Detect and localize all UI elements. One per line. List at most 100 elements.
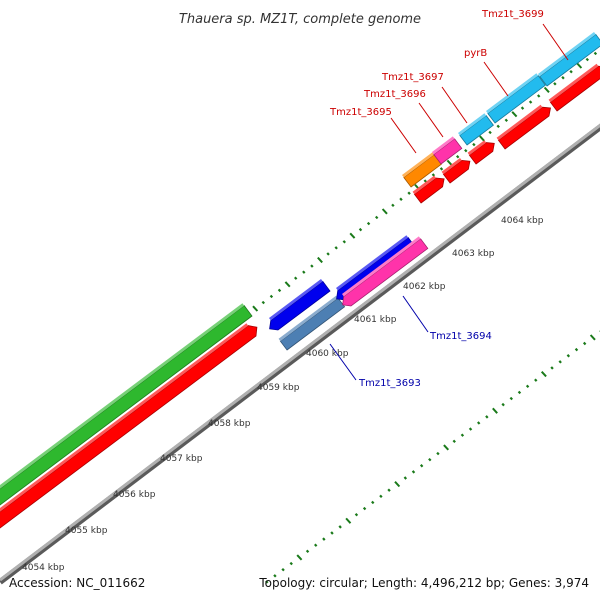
tick-mark — [342, 240, 346, 244]
gene-label-leader — [542, 23, 569, 61]
scale-tick-label: 4061 kbp — [354, 315, 397, 325]
tick-mark — [423, 179, 427, 183]
tick-mark — [561, 76, 565, 80]
tick-mark — [375, 215, 379, 220]
cds-magenta-lower-highlight — [342, 236, 421, 297]
scale-tick-label: 4059 kbp — [257, 383, 300, 393]
tick-mark — [322, 537, 326, 541]
tick-mark — [569, 69, 573, 74]
tick-mark — [485, 415, 489, 419]
tick-mark — [381, 208, 388, 215]
tick-mark — [460, 433, 465, 437]
tick-mark — [265, 580, 269, 584]
tick-mark — [436, 451, 440, 456]
backbone-line — [0, 123, 600, 582]
gene-label-leader — [329, 343, 357, 381]
tick-mark — [277, 288, 282, 293]
tick-mark — [520, 106, 525, 110]
tick-mark — [439, 167, 444, 171]
tick-mark — [338, 525, 342, 529]
tick-mark — [472, 142, 476, 147]
tick-mark — [504, 118, 508, 122]
cds-red-4-body — [497, 106, 551, 150]
scale-tick-label: 4055 kbp — [65, 526, 108, 536]
cds-magenta-lower-body — [342, 238, 429, 307]
tick-mark — [411, 470, 416, 474]
cds-track-red-body — [0, 325, 258, 529]
cds-red-3 — [467, 140, 495, 165]
cds-red-1 — [412, 175, 445, 204]
cds-cyan-1-highlight — [458, 113, 487, 136]
tick-mark — [296, 554, 303, 561]
tick-mark — [443, 444, 450, 451]
tick-mark — [589, 334, 596, 341]
cds-red-5-body — [549, 65, 600, 112]
gene-label: Tmz1t_3695 — [329, 107, 392, 118]
tick-mark — [289, 561, 293, 566]
cds-cyan-3-highlight — [538, 32, 596, 77]
cds-red-1-body — [413, 177, 445, 204]
tick-mark — [525, 384, 530, 389]
tick-mark — [566, 354, 571, 358]
scale-tick-label: 4054 kbp — [22, 563, 65, 573]
cds-red-2-body — [442, 159, 471, 184]
tick-mark — [391, 203, 395, 208]
scale-tick-label: 4057 kbp — [160, 454, 203, 464]
gene-label: Tmz1t_3693 — [358, 378, 421, 389]
cds-cyan-2-highlight — [486, 73, 539, 114]
tick-mark — [492, 407, 498, 414]
tick-mark — [305, 549, 310, 554]
cds-magenta-highlight — [432, 136, 455, 155]
cds-red-2-highlight — [441, 158, 462, 175]
gene-label: Tmz1t_3699 — [481, 9, 544, 20]
tick-mark — [354, 512, 359, 517]
gene-label-leader — [390, 117, 417, 154]
tick-mark — [362, 506, 367, 511]
tick-mark — [464, 148, 468, 153]
tick-mark — [576, 62, 583, 69]
tick-mark — [558, 360, 562, 364]
cds-blue-left — [269, 279, 331, 331]
genome-backbone — [0, 123, 600, 585]
gene-label: Tmz1t_3696 — [363, 89, 426, 100]
tick-mark — [582, 341, 587, 346]
tick-mark — [479, 135, 485, 142]
tick-mark — [294, 276, 298, 280]
tick-mark — [488, 130, 492, 135]
topology-text: Topology: circular; Length: 4,496,212 bp… — [259, 576, 589, 590]
tick-mark — [281, 567, 285, 572]
tick-mark — [534, 378, 538, 382]
tick-mark — [310, 264, 314, 268]
tick-mark — [269, 294, 274, 299]
gene-label: Tmz1t_3694 — [429, 331, 492, 342]
tick-mark — [349, 232, 356, 239]
tick-mark — [334, 246, 338, 250]
tick-mark — [326, 252, 330, 256]
scale-tick-label: 4060 kbp — [306, 349, 349, 359]
tick-mark — [284, 281, 291, 288]
accession-text: Accession: NC_011662 — [9, 576, 146, 590]
cds-magenta — [432, 136, 463, 165]
cds-magenta-lower — [342, 236, 429, 307]
cds-track-red-highlight — [0, 323, 249, 512]
tick-mark — [543, 86, 550, 93]
cds-red-5-highlight — [548, 63, 599, 103]
gene-label-leader — [483, 61, 509, 97]
gene-label-leader — [402, 295, 429, 333]
tick-mark — [252, 305, 259, 312]
cds-orange-highlight — [402, 152, 435, 178]
tick-mark — [394, 481, 401, 488]
cds-red-3-highlight — [467, 140, 487, 156]
gene-track-green-highlight — [0, 303, 245, 489]
tick-mark — [366, 221, 371, 226]
gene-label-leader — [441, 86, 468, 124]
cds-track-red — [0, 323, 258, 529]
cds-red-4-highlight — [496, 104, 543, 141]
tick-mark — [428, 457, 432, 462]
cds-blue-left-body — [269, 280, 331, 331]
tick-mark — [501, 402, 505, 407]
gene-label: Tmz1t_3697 — [381, 72, 444, 83]
scale-tick-label: 4064 kbp — [501, 216, 544, 226]
